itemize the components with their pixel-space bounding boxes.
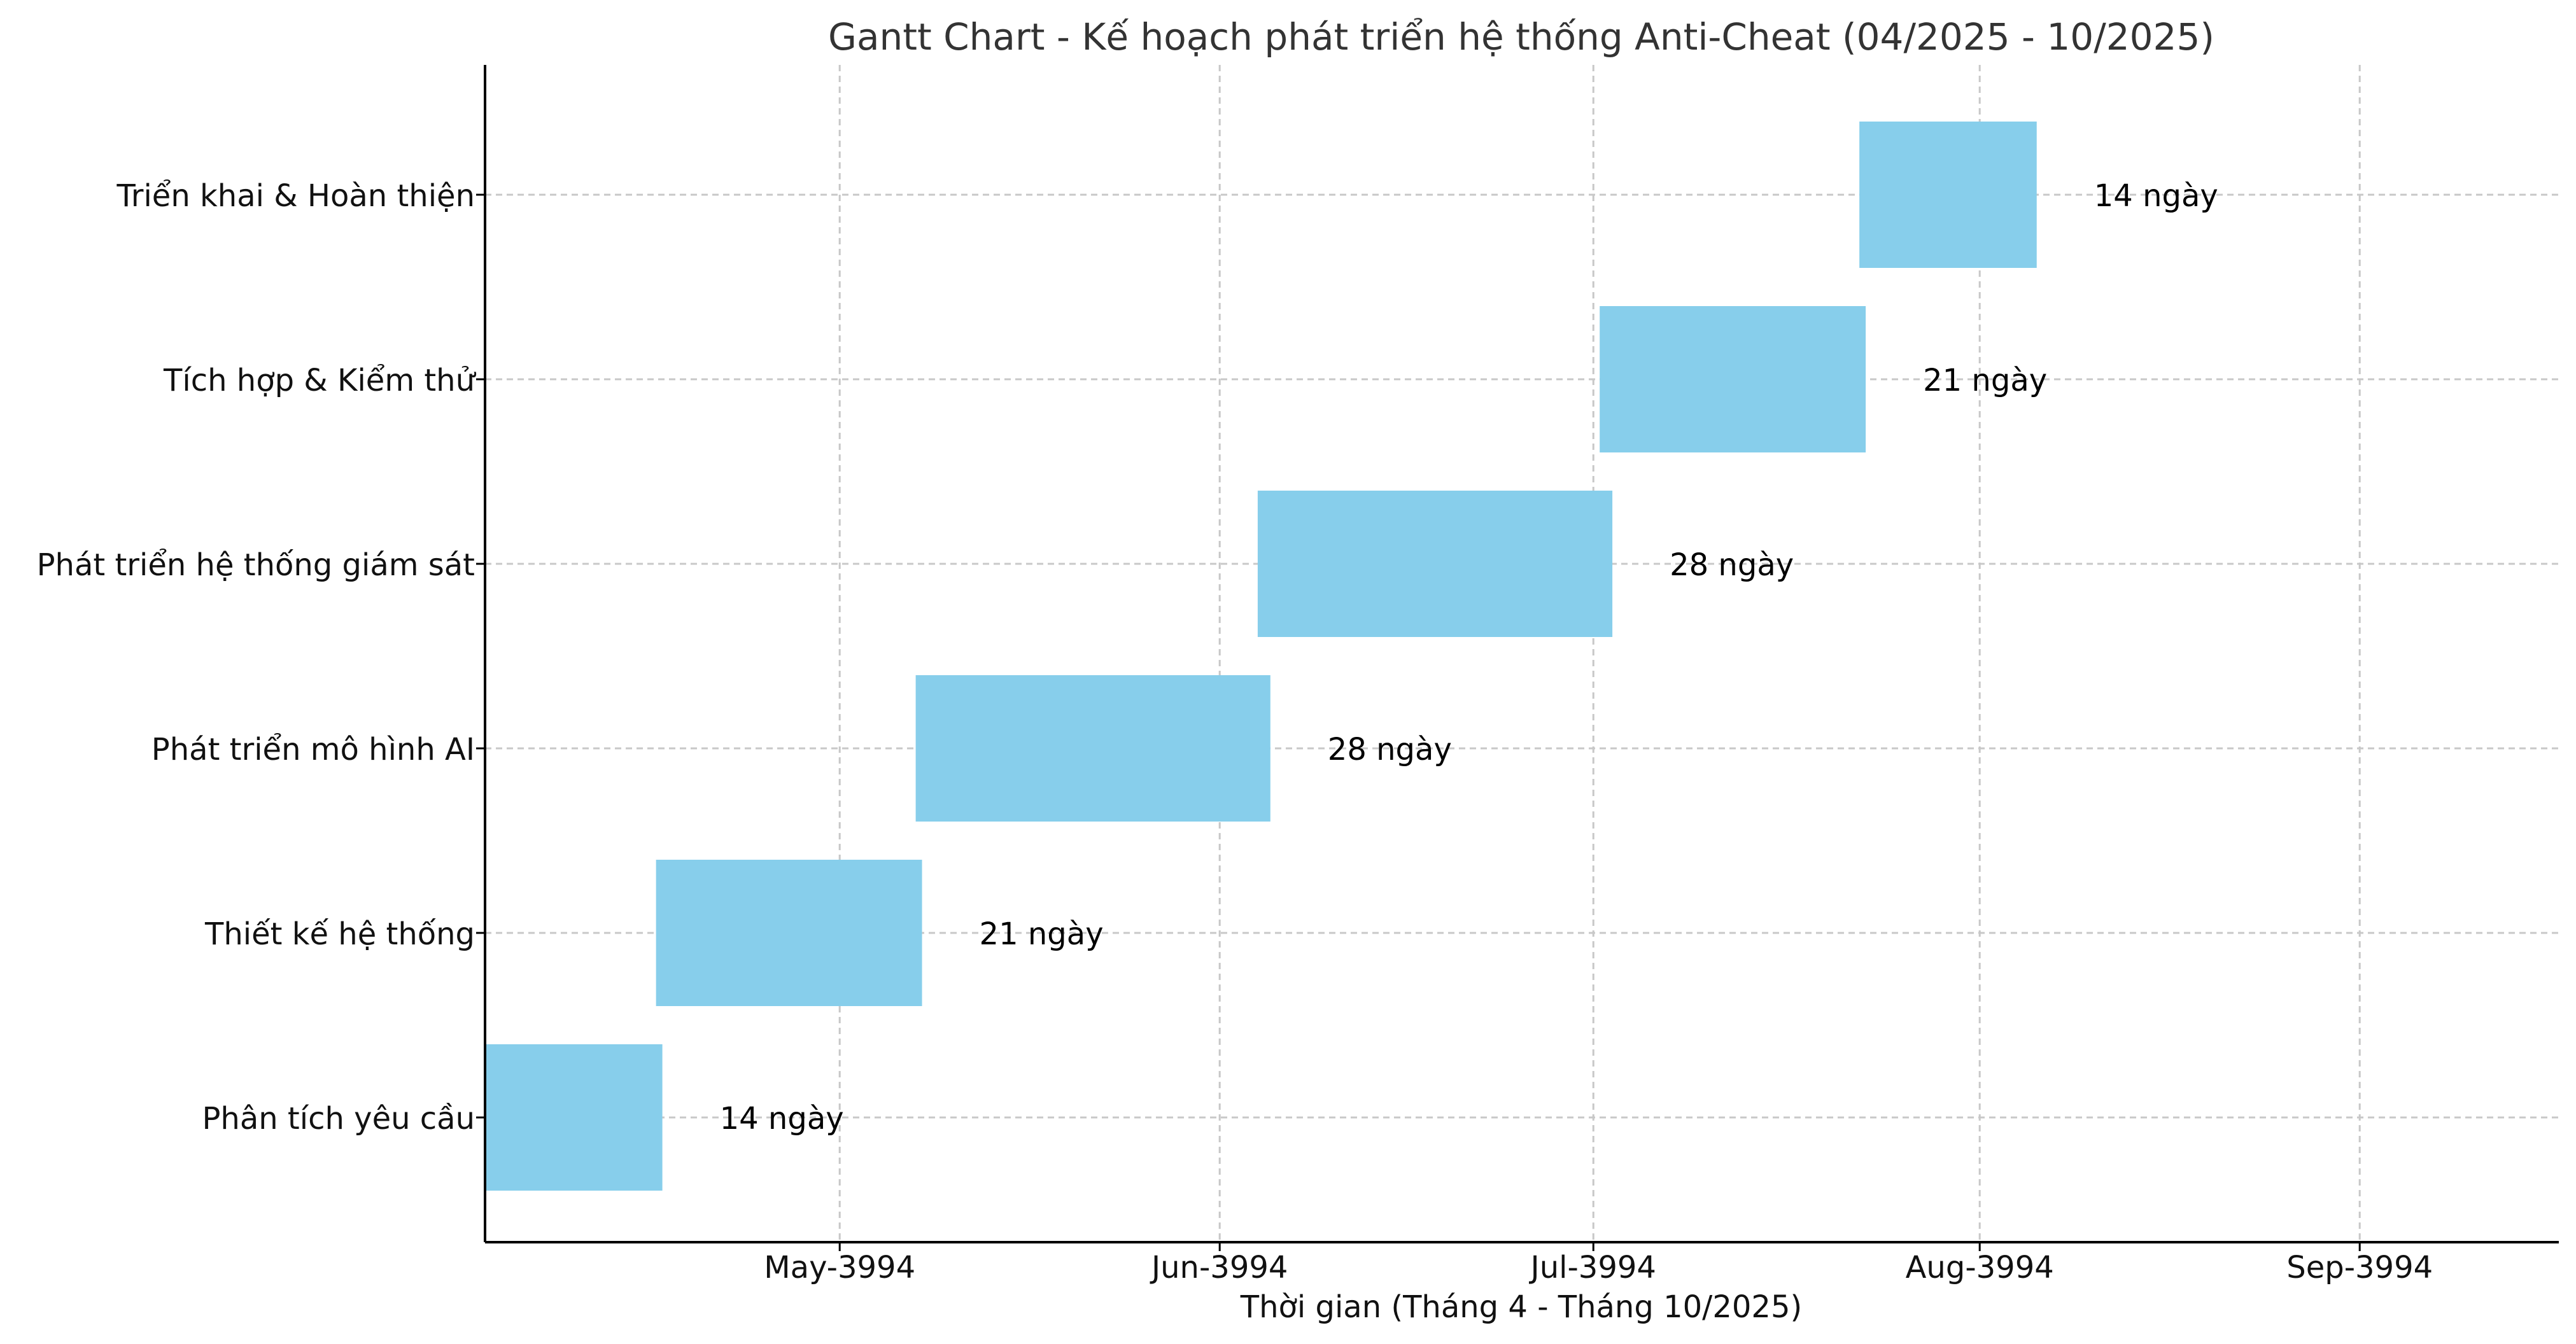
x-tick-label: Jun-3994 <box>1150 1250 1288 1285</box>
grid-lines <box>485 65 2559 1242</box>
gantt-bar <box>1859 122 2037 268</box>
x-tick-label: May-3994 <box>764 1250 915 1285</box>
duration-label: 14 ngày <box>720 1101 844 1137</box>
gantt-bar <box>485 1044 663 1191</box>
x-tick-label: Aug-3994 <box>1906 1250 2054 1285</box>
duration-label: 21 ngày <box>980 916 1104 952</box>
y-tick-label: Triển khai & Hoàn thiện <box>116 178 475 214</box>
x-tick-labels: May-3994 Jun-3994 Jul-3994 Aug-3994 Sep-3994 <box>764 1242 2433 1285</box>
y-tick-labels: Phân tích yêu cầu Thiết kế hệ thống Phát t… <box>37 178 485 1137</box>
gantt-bar <box>915 675 1270 822</box>
x-tick-label: Jul-3994 <box>1529 1250 1656 1285</box>
gantt-bars <box>485 122 2037 1191</box>
y-tick-label: Phát triển hệ thống giám sát <box>37 547 475 583</box>
x-tick-label: Sep-3994 <box>2286 1250 2433 1285</box>
gantt-bar <box>656 860 922 1006</box>
y-tick-label: Phân tích yêu cầu <box>202 1101 475 1137</box>
chart-title: Gantt Chart - Kế hoạch phát triển hệ thố… <box>828 15 2214 59</box>
gantt-bar <box>1600 306 1866 452</box>
axes <box>484 65 2559 1243</box>
y-tick-label: Phát triển mô hình AI <box>151 732 475 767</box>
y-tick-label: Tích hợp & Kiểm thử <box>163 363 477 398</box>
duration-labels: 14 ngày 21 ngày 28 ngày 28 ngày 21 ngày 14 ng… <box>720 178 2218 1137</box>
duration-label: 28 ngày <box>1670 547 1794 583</box>
y-tick-label: Thiết kế hệ thống <box>204 916 475 952</box>
x-axis-label: Thời gian (Tháng 4 - Tháng 10/2025) <box>1240 1289 1802 1325</box>
gantt-bar <box>1257 491 1613 637</box>
duration-label: 21 ngày <box>1923 363 2047 398</box>
duration-label: 14 ngày <box>2094 178 2218 214</box>
duration-label: 28 ngày <box>1328 732 1452 767</box>
